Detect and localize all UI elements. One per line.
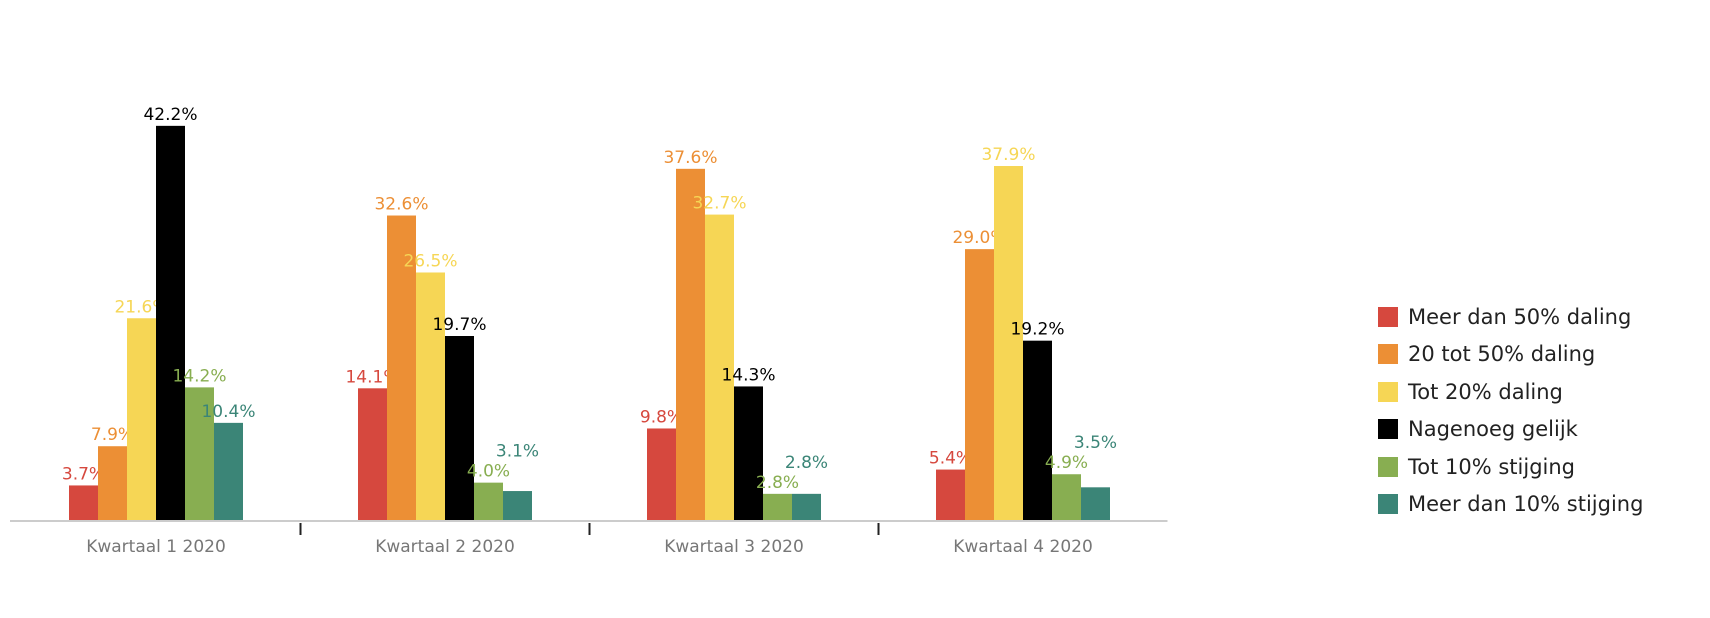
legend-item: 20 tot 50% daling [1378,336,1643,374]
legend-swatch [1378,456,1398,477]
data-label: 32.6% [374,195,428,215]
bar [69,485,98,520]
bar [358,388,387,520]
bar [474,482,503,520]
legend-label: Tot 20% daling [1408,379,1563,404]
bar [503,491,532,520]
legend-label: Nagenoeg gelijk [1408,417,1578,442]
data-label: 2.8% [756,473,799,493]
bar [156,125,185,521]
legend-label: 20 tot 50% daling [1408,342,1596,367]
data-label: 21.6% [114,297,168,317]
legend-swatch [1378,494,1398,515]
bar [185,387,214,520]
bar [445,336,474,520]
data-label: 14.3% [721,365,775,385]
data-label: 37.6% [663,148,717,168]
legend-label: Meer dan 50% daling [1408,304,1632,329]
bar [994,166,1023,520]
x-tick-label: Kwartaal 3 2020 [664,537,804,557]
data-label: 2.8% [785,453,828,473]
legend-label: Meer dan 10% stijging [1408,492,1644,517]
bar [1023,340,1052,520]
data-label: 37.9% [981,145,1035,165]
legend-swatch [1378,381,1398,402]
legend-item: Nagenoeg gelijk [1378,411,1643,449]
legend-item: Tot 20% daling [1378,373,1643,411]
bar [792,493,821,520]
bar [705,214,734,520]
data-label: 26.5% [403,251,457,271]
x-tick-label: Kwartaal 4 2020 [953,537,1093,557]
data-label: 4.9% [1045,453,1088,473]
data-label: 3.7% [62,464,105,484]
bar [676,168,705,521]
legend: Meer dan 50% daling 20 tot 50% daling Tot … [1378,298,1643,523]
data-label: 10.4% [201,402,255,422]
legend-item: Meer dan 10% stijging [1378,486,1643,524]
bar [1052,474,1081,520]
legend-swatch [1378,306,1398,327]
bar [127,318,156,520]
bar [214,422,243,520]
data-label: 7.9% [91,425,134,445]
data-label: 3.1% [496,442,539,462]
data-label: 32.7% [692,194,746,214]
bar [647,428,676,520]
data-label: 9.8% [640,407,683,427]
legend-label: Tot 10% stijging [1408,454,1576,479]
bar [936,469,965,520]
bar [763,493,792,520]
data-label: 19.2% [1010,320,1064,340]
x-tick-label: Kwartaal 1 2020 [86,537,226,557]
data-label: 3.5% [1074,433,1117,453]
legend-item: Tot 10% stijging [1378,448,1643,486]
data-label: 14.2% [172,366,226,386]
bar [98,446,127,520]
bar [387,215,416,521]
legend-swatch [1378,344,1398,365]
x-tick-label: Kwartaal 2 2020 [375,537,515,557]
legend-swatch [1378,419,1398,440]
data-label: 4.0% [467,462,510,482]
data-label: 42.2% [143,105,197,125]
legend-item: Meer dan 50% daling [1378,298,1643,336]
bar [965,249,994,520]
bar [1081,487,1110,520]
bar [734,386,763,520]
data-label: 19.7% [432,315,486,335]
data-label: 29.0% [952,228,1006,248]
bar [416,272,445,520]
data-label: 14.1% [345,367,399,387]
data-label: 5.4% [929,449,972,469]
